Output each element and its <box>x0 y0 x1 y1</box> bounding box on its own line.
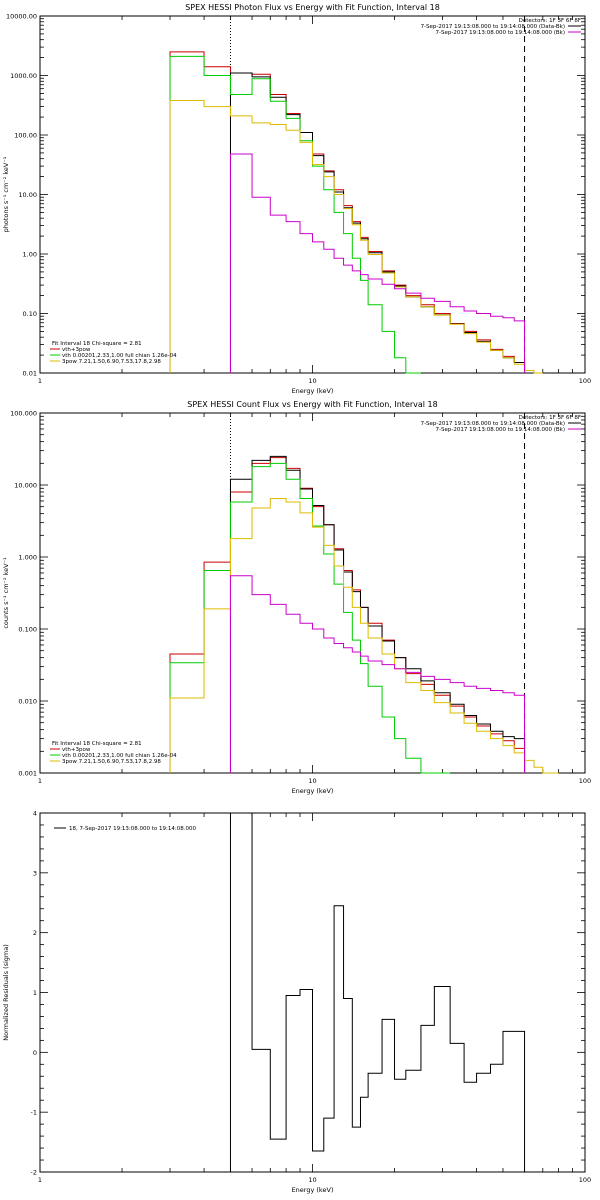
x-axis-label: Energy (keV) <box>292 1186 334 1194</box>
x-tick-label: 1 <box>38 1176 42 1184</box>
header-legend-text: Detectors: 1F 3F 6F 8F <box>519 415 581 421</box>
x-tick-label: 100 <box>579 377 591 385</box>
fit-legend-text: vth 0.00201,2.33,1.00 full chian 1.26e-0… <box>62 353 177 359</box>
y-axis-label: counts s⁻¹ cm⁻² keV⁻¹ <box>2 557 10 629</box>
fit-legend-text: Fit Interval 18 Chi-square = 2.81 <box>52 341 142 347</box>
series-vth <box>169 462 451 774</box>
residual-legend-text: 18, 7-Sep-2017 19:13:08.000 to 19:14:08.… <box>69 826 196 832</box>
fit-legend-text: 3pow 7.21,1.50,6.90,7.53,17.8,2.98 <box>62 359 161 365</box>
x-tick-label: 100 <box>579 777 591 785</box>
series-background <box>229 153 526 373</box>
x-tick-label: 10 <box>308 777 316 785</box>
y-tick-label: 100.00 <box>14 132 37 140</box>
x-tick-label: 10 <box>308 1176 316 1184</box>
y-tick-label: 3 <box>33 869 37 877</box>
y-tick-label: 0.100 <box>18 626 37 634</box>
y-tick-label: 1.00 <box>23 251 37 259</box>
series-background <box>229 575 526 773</box>
y-tick-label: 10000.00 <box>6 13 37 21</box>
y-tick-label: -1 <box>31 1109 37 1117</box>
fit-legend-text: 3pow 7.21,1.50,6.90,7.53,17.8,2.98 <box>62 759 161 765</box>
series-3pow <box>169 497 559 774</box>
plot-frame <box>39 15 586 374</box>
y-tick-label: 100.000 <box>10 410 37 418</box>
x-axis-label: Energy (keV) <box>292 387 334 395</box>
x-tick-label: 1 <box>38 777 42 785</box>
y-tick-label: 4 <box>33 810 37 818</box>
y-tick-label: 10.00 <box>18 191 37 199</box>
y-tick-label: 0.010 <box>18 698 37 706</box>
chart-title: SPEX HESSI Count Flux vs Energy with Fit… <box>187 400 438 409</box>
chart-panel-1: SPEX HESSI Photon Flux vs Energy with Fi… <box>2 3 591 395</box>
x-tick-label: 1 <box>38 377 42 385</box>
x-tick-label: 100 <box>579 1176 591 1184</box>
header-legend-text: 7-Sep-2017 19:13:08.000 to 19:14:08.000 … <box>421 421 565 427</box>
plot-frame <box>39 412 586 774</box>
header-legend-text: 7-Sep-2017 19:13:08.000 to 19:14:08.000 … <box>421 24 565 30</box>
fit-legend-text: Fit Interval 18 Chi-square = 2.81 <box>52 741 142 747</box>
y-tick-label: 0 <box>33 1049 37 1057</box>
header-legend-text: 7-Sep-2017 19:13:08.000 to 19:14:08.000 … <box>436 30 566 36</box>
y-tick-label: -2 <box>31 1169 37 1177</box>
header-legend-text: Detectors: 1F 3F 6F 8F <box>519 18 581 24</box>
x-tick-label: 10 <box>308 377 316 385</box>
series-data-bk <box>229 72 526 373</box>
y-axis-label: Normalized Residuals (sigma) <box>2 944 10 1041</box>
header-legend-text: 7-Sep-2017 19:13:08.000 to 19:14:08.000 … <box>436 427 566 433</box>
y-tick-label: 1.000 <box>18 554 37 562</box>
chart-title: SPEX HESSI Photon Flux vs Energy with Fi… <box>185 3 440 12</box>
y-tick-label: 2 <box>33 929 37 937</box>
y-tick-label: 1 <box>33 989 37 997</box>
series-residuals <box>229 812 526 1172</box>
fit-legend-text: vth+3pow <box>62 747 91 753</box>
y-tick-label: 0.10 <box>23 310 37 318</box>
fit-legend-text: vth+3pow <box>62 347 91 353</box>
x-axis-label: Energy (keV) <box>292 787 334 795</box>
chart-panel-2: SPEX HESSI Count Flux vs Energy with Fit… <box>2 400 591 795</box>
y-tick-label: 1000.00 <box>10 72 37 80</box>
series-vth <box>169 55 421 374</box>
y-tick-label: 10.000 <box>14 482 37 490</box>
series-3pow <box>169 100 543 374</box>
series-vth-3pow <box>169 457 526 773</box>
fit-legend-text: vth 0.00201,2.33,1.00 full chian 1.26e-0… <box>62 753 177 759</box>
series-data-bk <box>229 455 526 773</box>
y-axis-label: photons s⁻¹ cm⁻² keV⁻¹ <box>2 156 10 232</box>
y-tick-label: 0.01 <box>23 370 37 378</box>
y-tick-label: 0.001 <box>18 770 37 778</box>
series-vth-3pow <box>169 51 526 373</box>
chart-panel-3: 1 10 100 -2 -1 0 1 2 3 4 Energy (keV) Normalized Re… <box>2 810 591 1195</box>
